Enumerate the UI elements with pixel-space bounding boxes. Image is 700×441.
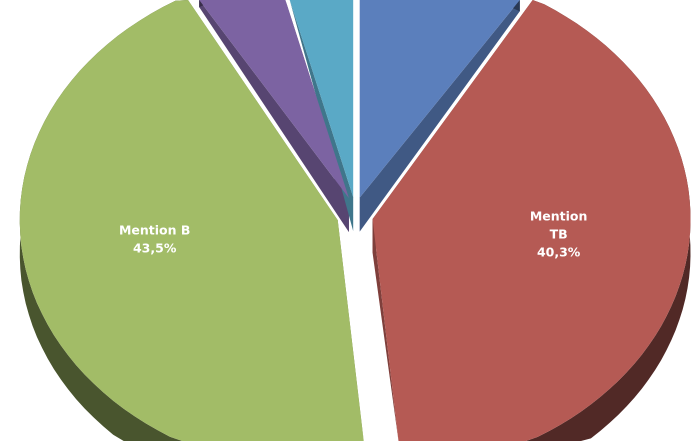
slice-label: Mention xyxy=(530,208,588,223)
pie-slice-4 xyxy=(289,0,354,198)
slice-value: 43,5% xyxy=(133,240,177,255)
pie-slice-0 xyxy=(359,0,520,198)
pie-slice-mention-tb xyxy=(372,0,691,441)
pie-slice-3 xyxy=(199,0,349,199)
pie-slice-edge xyxy=(359,0,520,232)
slice-label: TB xyxy=(550,226,568,241)
pie-slice-edge xyxy=(199,0,349,233)
pie-slice-edge xyxy=(372,219,399,441)
slice-value: 40,3% xyxy=(537,244,581,259)
pie-slice-mention-b xyxy=(19,0,364,441)
slice-label: Mention B xyxy=(119,222,190,237)
